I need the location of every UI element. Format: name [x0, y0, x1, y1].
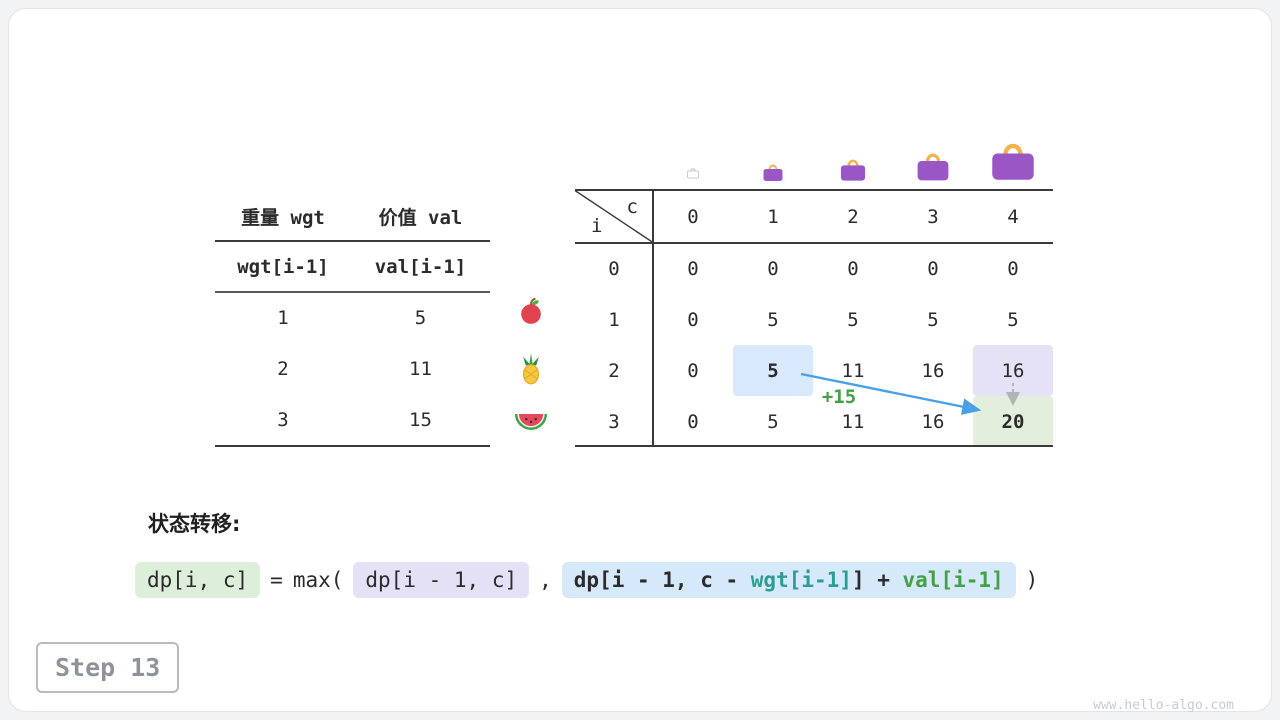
dp-cell-1-0: 0	[687, 308, 699, 331]
dp-cell-0-0: 0	[687, 257, 699, 280]
dp-cell-2-0: 0	[687, 359, 699, 382]
formula-close-paren: )	[1025, 568, 1039, 592]
formula-lhs-chip: dp[i, c]	[135, 562, 261, 598]
dp-cell-3-2: 11	[841, 410, 865, 433]
bag-icon-size-1	[763, 164, 783, 181]
dp-bottom-rule	[575, 445, 1053, 447]
dp-cell-2-3: 16	[921, 359, 945, 382]
step-badge: Step 13	[36, 642, 180, 693]
items-value-header: 价值 val	[378, 207, 463, 229]
dp-cell-0-3: 0	[927, 257, 939, 280]
bag-icon-size-3	[917, 153, 949, 181]
state-transition-formula: dp[i, c] = max( dp[i - 1, c] , dp[i - 1,…	[135, 562, 1038, 598]
dp-row-header-3: 3	[608, 410, 620, 433]
dp-col-header-3: 3	[927, 205, 939, 228]
item-2-weight: 2	[277, 357, 289, 380]
dp-cell-3-0: 0	[687, 410, 699, 433]
items-bottom-rule	[215, 445, 490, 447]
bag-icon-size-0	[686, 168, 700, 179]
dp-cell-0-2: 0	[847, 257, 859, 280]
dp-header-rule	[575, 242, 1053, 244]
item-2-value: 11	[409, 357, 432, 380]
arg2-val-part: val[i-1]	[902, 568, 1004, 592]
dp-col-header-1: 1	[767, 205, 779, 228]
arg2-bracket-part: ] +	[851, 568, 903, 592]
dp-cell-3-4-result: 20	[973, 396, 1053, 447]
dp-cell-1-4: 5	[1007, 308, 1019, 331]
dp-cell-3-1: 5	[767, 410, 779, 433]
corner-col-var: c	[626, 196, 638, 218]
dp-cell-0-1: 0	[767, 257, 779, 280]
formula-equals: =	[270, 568, 283, 592]
dp-top-rule	[575, 189, 1053, 191]
items-weight-header: 重量 wgt	[241, 207, 325, 229]
dp-cell-1-1: 5	[767, 308, 779, 331]
dp-col-header-4: 4	[1007, 205, 1019, 228]
items-formula-rule	[215, 291, 490, 293]
bag-icon-size-4	[992, 143, 1034, 180]
dp-col-header-2: 2	[847, 205, 859, 228]
dp-cell-2-1-highlighted: 5	[733, 345, 813, 396]
dp-cell-1-3: 5	[927, 308, 939, 331]
items-val-formula: val[i-1]	[374, 255, 467, 278]
dp-row-header-0: 0	[608, 257, 620, 280]
item-1-value: 5	[414, 306, 427, 329]
dp-col-header-0: 0	[687, 205, 699, 228]
dp-table: c i 0 1 2 3 4 0 0 0 0 0 0 1 0 5 5 5 5 2 …	[575, 190, 1053, 447]
dp-cell-1-2: 5	[847, 308, 859, 331]
bag-icon-size-2	[840, 159, 866, 181]
formula-arg2-chip: dp[i - 1, c - wgt[i-1]] + val[i-1]	[561, 562, 1016, 598]
apple-icon	[521, 297, 541, 324]
dp-row-header-1: 1	[608, 308, 620, 331]
dp-vertical-rule	[652, 190, 654, 446]
item-3-weight: 3	[277, 408, 289, 431]
items-table: 重量 wgt 价值 val wgt[i-1] val[i-1] 1 5 2 11…	[215, 192, 490, 445]
dp-corner-cell: c i	[575, 190, 653, 243]
formula-section-label: 状态转移:	[148, 512, 241, 536]
watermelon-icon	[514, 413, 548, 430]
plus-value-annotation: +15	[821, 386, 857, 408]
formula-comma: ,	[539, 568, 552, 592]
formula-max-open: max(	[292, 568, 344, 592]
dp-cell-2-4-highlighted: 16	[973, 345, 1053, 396]
arg2-dp-part: dp[i - 1, c -	[573, 568, 751, 592]
formula-arg1-chip: dp[i - 1, c]	[353, 562, 530, 598]
items-wgt-formula: wgt[i-1]	[237, 255, 329, 278]
pineapple-icon	[522, 353, 540, 385]
item-3-value: 15	[409, 408, 432, 431]
dp-row-header-2: 2	[608, 359, 620, 382]
items-header-rule	[215, 240, 490, 242]
dp-cell-0-4: 0	[1007, 257, 1019, 280]
dp-cell-3-3: 16	[921, 410, 945, 433]
corner-row-var: i	[591, 215, 603, 237]
arg2-wgt-part: wgt[i-1]	[750, 568, 852, 592]
item-1-weight: 1	[277, 306, 289, 329]
watermark: www.hello-algo.com	[1093, 698, 1234, 713]
